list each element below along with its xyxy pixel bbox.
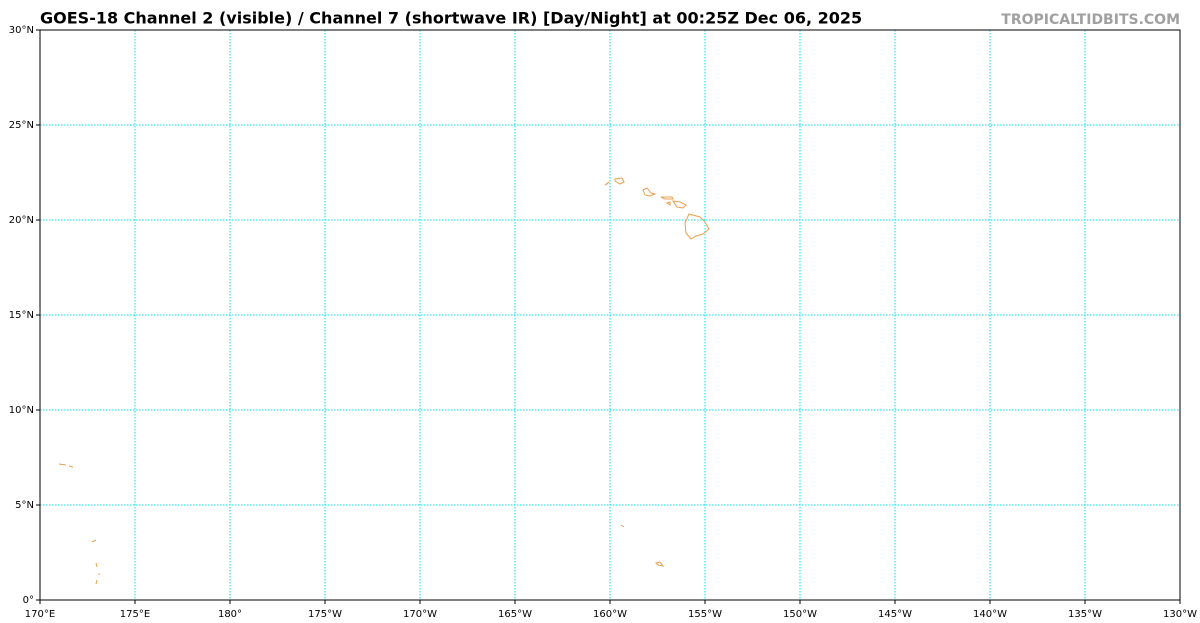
grid [36, 29, 1181, 604]
x-tick-label: 170°E [25, 609, 55, 620]
x-tick-label: 135°W [1068, 609, 1102, 620]
x-tick-label: 170°W [403, 609, 437, 620]
coastline [642, 187, 657, 197]
coastline [655, 561, 665, 567]
credit: TROPICALTIDBITS.COM [1001, 12, 1180, 28]
x-tick-label: 130°W [1163, 609, 1197, 620]
coastline [671, 200, 687, 209]
coastline [604, 181, 610, 186]
x-tick-label: 145°W [878, 609, 912, 620]
coastline [95, 562, 100, 585]
y-tick-label: 20°N [9, 215, 34, 226]
y-tick-label: 25°N [9, 120, 34, 131]
x-tick-label: 160°W [593, 609, 627, 620]
y-tick-label: 5°N [15, 500, 34, 511]
x-tick-label: 175°E [120, 609, 150, 620]
coastline [614, 177, 625, 185]
coastline [58, 463, 74, 468]
map-title: GOES-18 Channel 2 (visible) / Channel 7 … [40, 9, 862, 28]
map-frame [39, 29, 1181, 601]
y-tick-label: 0° [23, 595, 34, 606]
x-tick-label: 165°W [498, 609, 532, 620]
x-tick-label: 140°W [973, 609, 1007, 620]
y-tick-label: 15°N [9, 310, 34, 321]
coastline [684, 213, 710, 240]
coastline [665, 201, 671, 206]
coastline [620, 524, 625, 528]
coastline [91, 539, 97, 543]
y-tick-label: 10°N [9, 405, 34, 416]
coastlines [58, 177, 710, 585]
x-tick-label: 150°W [783, 609, 817, 620]
coastline [660, 196, 674, 200]
x-tick-label: 175°W [308, 609, 342, 620]
x-tick-label: 180° [218, 609, 242, 620]
x-tick-label: 155°W [688, 609, 722, 620]
y-tick-label: 30°N [9, 25, 34, 36]
